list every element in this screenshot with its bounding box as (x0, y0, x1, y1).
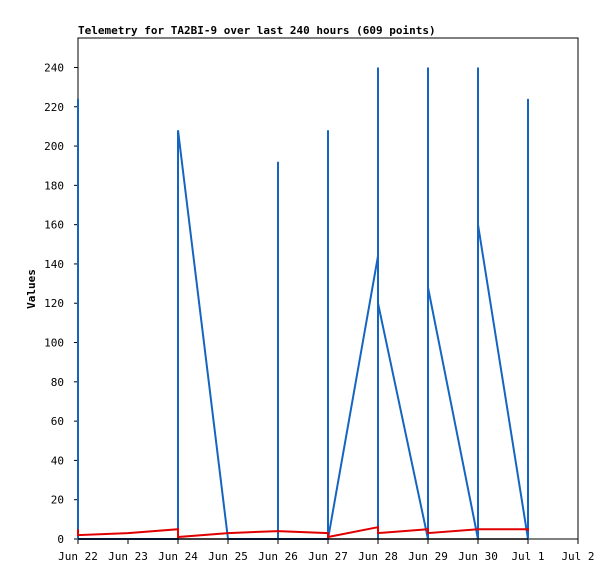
x-tick-label: Jun 22 (58, 550, 98, 563)
x-tick-label: Jun 23 (108, 550, 148, 563)
y-tick-label: 180 (44, 179, 64, 192)
y-tick-label: 240 (44, 61, 64, 74)
y-tick-label: 140 (44, 258, 64, 271)
x-tick-label: Jun 28 (358, 550, 398, 563)
series-layer (77, 67, 529, 540)
x-tick-label: Jun 30 (458, 550, 498, 563)
chart-title: Telemetry for TA2BI-9 over last 240 hour… (78, 24, 436, 37)
y-tick-label: 220 (44, 101, 64, 114)
y-tick-label: 100 (44, 337, 64, 350)
x-tick-label: Jun 24 (158, 550, 198, 563)
y-tick-label: 0 (57, 533, 64, 546)
y-axis-title: Values (25, 269, 38, 309)
y-tick-label: 60 (51, 415, 64, 428)
y-axis: 0 20 40 60 80 100 120 140 160 180 200 220 240 (44, 61, 78, 546)
series-line-red (77, 525, 529, 539)
y-tick-label: 200 (44, 140, 64, 153)
x-tick-label: Jun 26 (258, 550, 298, 563)
x-tick-label: Jun 29 (408, 550, 448, 563)
x-tick-label: Jul 1 (511, 550, 544, 563)
y-tick-label: 80 (51, 376, 64, 389)
x-axis: Jun 22 Jun 23 Jun 24 Jun 25 Jun 26 Jun 27 Jun … (58, 539, 595, 563)
y-tick-label: 160 (44, 219, 64, 232)
y-tick-label: 40 (51, 454, 64, 467)
x-tick-label: Jun 27 (308, 550, 348, 563)
x-tick-label: Jun 25 (208, 550, 248, 563)
y-tick-label: 120 (44, 297, 64, 310)
y-tick-label: 20 (51, 494, 64, 507)
x-tick-label: Jul 2 (561, 550, 594, 563)
